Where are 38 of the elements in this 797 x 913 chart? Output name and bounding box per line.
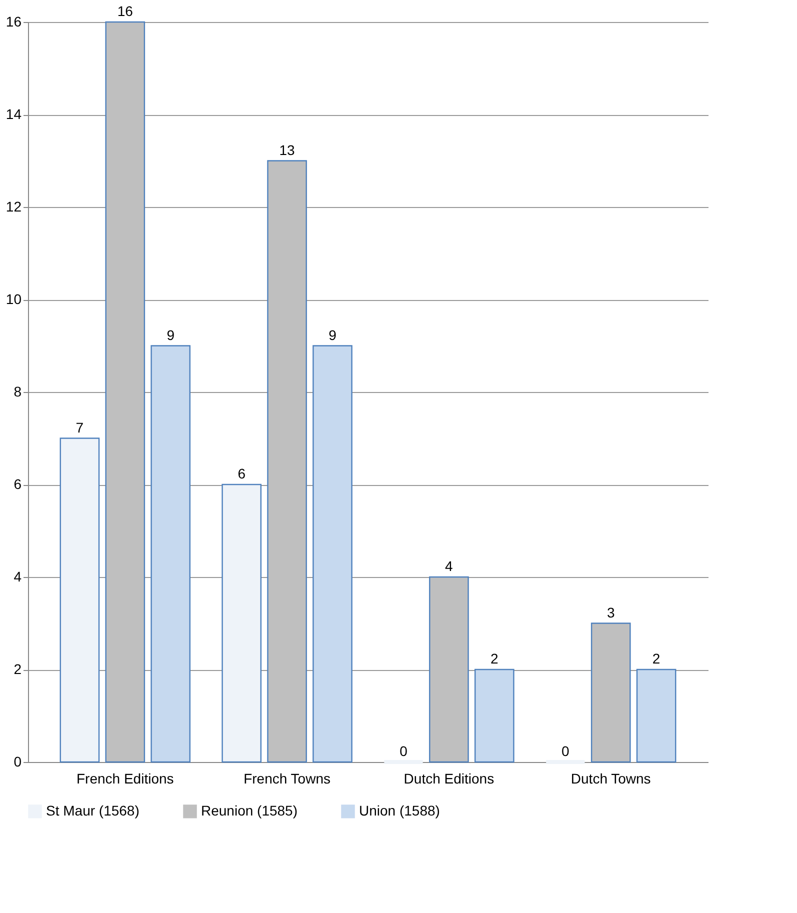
y-tick-label: 0	[14, 754, 22, 770]
bar	[429, 576, 469, 763]
legend-label: Reunion (1585)	[201, 802, 298, 818]
data-label: 9	[328, 326, 337, 343]
data-label: 3	[606, 604, 615, 620]
bar	[222, 484, 262, 763]
bar	[60, 438, 100, 763]
data-label: 2	[652, 650, 660, 666]
data-label: 16	[117, 3, 134, 19]
y-tick-label: 10	[6, 291, 22, 307]
y-tick-label: 16	[6, 14, 22, 30]
y-tick-label: 4	[14, 568, 22, 584]
bar	[590, 622, 631, 763]
bar	[474, 668, 514, 763]
y-tick-label: 14	[6, 106, 22, 122]
data-label: 4	[445, 558, 454, 574]
y-tick-label: 2	[14, 661, 22, 677]
bar	[267, 160, 307, 763]
data-label: 6	[238, 466, 246, 482]
x-tick-label: Dutch Editions	[404, 770, 494, 786]
legend-label: Union (1588)	[359, 802, 440, 818]
x-tick-label: French Editions	[76, 770, 174, 786]
bar	[312, 345, 352, 763]
data-label: 0	[562, 743, 570, 759]
y-tick-label: 6	[14, 476, 22, 492]
data-label: 9	[166, 326, 175, 343]
data-label: 2	[490, 650, 498, 666]
y-tick-label: 8	[14, 384, 22, 400]
x-tick-label: French Towns	[244, 770, 330, 786]
bar	[105, 21, 146, 763]
x-tick-label: Dutch Towns	[570, 770, 651, 786]
data-label: 13	[279, 142, 296, 158]
bar	[150, 345, 191, 763]
bar	[636, 668, 676, 763]
y-tick-label: 12	[6, 198, 22, 214]
legend-label: St Maur (1568)	[46, 802, 140, 818]
data-label: 0	[400, 743, 408, 759]
data-label: 7	[76, 419, 84, 436]
